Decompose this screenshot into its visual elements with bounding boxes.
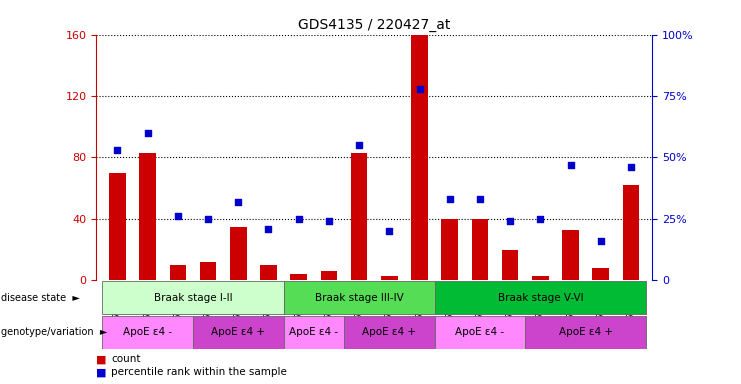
Text: ApoE ε4 +: ApoE ε4 + [362,327,416,337]
Text: count: count [111,354,141,364]
Bar [435,316,525,349]
Bar [290,274,307,280]
Bar [471,219,488,280]
Text: ApoE ε4 -: ApoE ε4 - [456,327,505,337]
Bar [350,153,368,280]
Text: ■: ■ [96,367,107,377]
Bar [411,35,428,280]
Bar [284,281,435,314]
Point [504,218,516,224]
Point [293,216,305,222]
Bar [193,316,284,349]
Bar [381,276,398,280]
Bar [562,230,579,280]
Bar [592,268,609,280]
Point [595,238,607,244]
Title: GDS4135 / 220427_at: GDS4135 / 220427_at [298,18,451,32]
Text: disease state  ►: disease state ► [1,293,79,303]
Point [202,216,214,222]
Bar [344,316,435,349]
Text: ApoE ε4 -: ApoE ε4 - [123,327,172,337]
Bar [321,271,337,280]
Text: Braak stage III-IV: Braak stage III-IV [315,293,404,303]
Text: Braak stage V-VI: Braak stage V-VI [497,293,583,303]
Point [534,216,546,222]
Point [112,147,124,153]
Text: ApoE ε4 +: ApoE ε4 + [211,327,265,337]
Point [413,86,425,92]
Bar [260,265,277,280]
Text: Braak stage I-II: Braak stage I-II [153,293,232,303]
Bar [139,153,156,280]
Point [383,228,395,234]
Point [323,218,335,224]
Text: ApoE ε4 -: ApoE ε4 - [289,327,339,337]
Bar [435,281,646,314]
Text: genotype/variation  ►: genotype/variation ► [1,327,107,337]
Point [565,162,576,168]
Bar [502,250,519,280]
Bar [200,262,216,280]
Point [142,130,153,136]
Text: percentile rank within the sample: percentile rank within the sample [111,367,287,377]
Bar [622,185,639,280]
Bar [109,173,126,280]
Bar [102,281,284,314]
Bar [442,219,458,280]
Text: ApoE ε4 +: ApoE ε4 + [559,327,613,337]
Bar [532,276,548,280]
Bar [170,265,186,280]
Text: ■: ■ [96,354,107,364]
Point [262,226,274,232]
Point [172,214,184,220]
Point [625,164,637,170]
Point [474,196,486,202]
Point [444,196,456,202]
Bar [284,316,344,349]
Bar [525,316,646,349]
Point [233,199,245,205]
Bar [102,316,193,349]
Point [353,142,365,148]
Bar [230,227,247,280]
